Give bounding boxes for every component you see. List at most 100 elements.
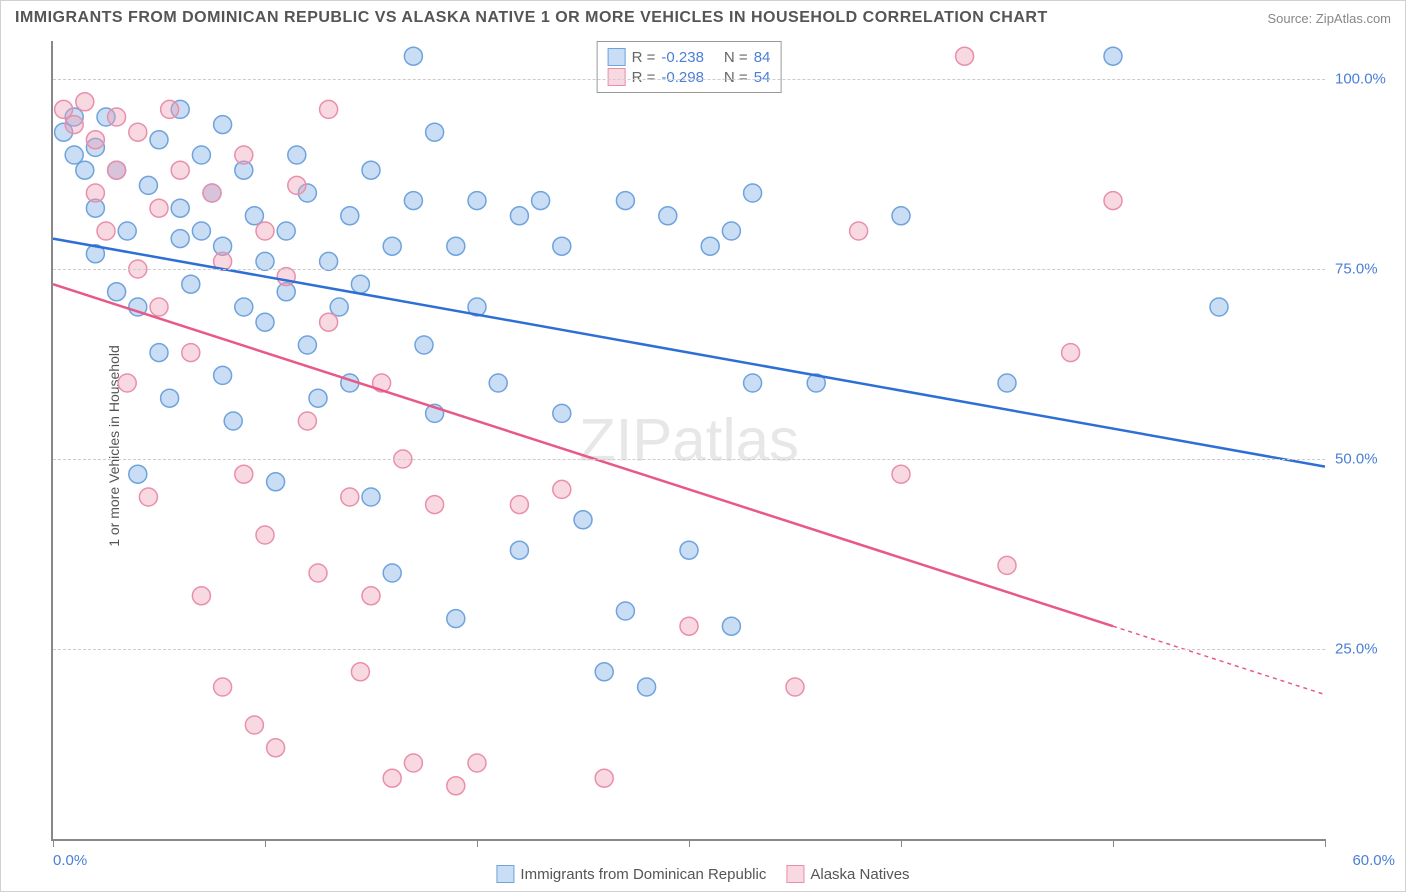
gridline-h: [53, 649, 1325, 650]
y-tick-label: 25.0%: [1335, 641, 1395, 658]
scatter-point: [65, 146, 83, 164]
scatter-point: [786, 678, 804, 696]
scatter-point: [298, 412, 316, 430]
scatter-point: [510, 541, 528, 559]
scatter-point: [108, 283, 126, 301]
swatch-series-1: [608, 68, 626, 86]
scatter-point: [426, 123, 444, 141]
swatch-series-0: [608, 48, 626, 66]
scatter-point: [203, 184, 221, 202]
scatter-point: [680, 617, 698, 635]
scatter-point: [118, 222, 136, 240]
stats-legend: R = -0.238 N = 84 R = -0.298 N = 54: [597, 41, 782, 93]
scatter-point: [330, 298, 348, 316]
scatter-point: [150, 344, 168, 362]
scatter-point: [362, 161, 380, 179]
r-value-1: -0.298: [661, 69, 704, 86]
scatter-point: [447, 237, 465, 255]
scatter-point: [320, 100, 338, 118]
chart-title: IMMIGRANTS FROM DOMINICAN REPUBLIC VS AL…: [15, 9, 1048, 27]
scatter-point: [351, 275, 369, 293]
scatter-point: [383, 769, 401, 787]
x-tick: [901, 839, 902, 847]
scatter-point: [97, 222, 115, 240]
scatter-point: [553, 404, 571, 422]
legend-label-0: Immigrants from Dominican Republic: [520, 866, 766, 883]
scatter-point: [245, 207, 263, 225]
scatter-point: [86, 131, 104, 149]
scatter-point: [171, 230, 189, 248]
y-tick-label: 100.0%: [1335, 71, 1395, 88]
scatter-point: [595, 769, 613, 787]
legend-label-1: Alaska Natives: [810, 866, 909, 883]
x-tick-min: 0.0%: [53, 852, 87, 869]
scatter-point: [214, 366, 232, 384]
gridline-h: [53, 269, 1325, 270]
scatter-point: [86, 184, 104, 202]
scatter-point: [288, 146, 306, 164]
scatter-point: [553, 237, 571, 255]
scatter-point: [65, 116, 83, 134]
scatter-point: [309, 564, 327, 582]
n-label-0: N =: [724, 49, 748, 66]
scatter-point: [489, 374, 507, 392]
scatter-point: [171, 199, 189, 217]
scatter-point: [161, 389, 179, 407]
scatter-point: [1062, 344, 1080, 362]
gridline-h: [53, 459, 1325, 460]
scatter-point: [192, 222, 210, 240]
scatter-point: [214, 116, 232, 134]
scatter-point: [129, 123, 147, 141]
scatter-point: [595, 663, 613, 681]
scatter-point: [383, 564, 401, 582]
scatter-point: [235, 465, 253, 483]
scatter-point: [1210, 298, 1228, 316]
scatter-point: [235, 146, 253, 164]
legend-row-1: R = -0.298 N = 54: [608, 68, 771, 86]
gridline-h: [53, 79, 1325, 80]
y-tick-label: 50.0%: [1335, 451, 1395, 468]
scatter-point: [744, 374, 762, 392]
scatter-point: [956, 47, 974, 65]
scatter-point: [1104, 192, 1122, 210]
scatter-point: [150, 131, 168, 149]
scatter-point: [616, 602, 634, 620]
scatter-point: [277, 222, 295, 240]
scatter-point: [118, 374, 136, 392]
scatter-point: [892, 207, 910, 225]
scatter-point: [129, 465, 147, 483]
x-tick: [689, 839, 690, 847]
scatter-point: [192, 146, 210, 164]
chart-container: IMMIGRANTS FROM DOMINICAN REPUBLIC VS AL…: [0, 0, 1406, 892]
scatter-point: [998, 556, 1016, 574]
scatter-point: [256, 526, 274, 544]
scatter-point: [161, 100, 179, 118]
plot-area: ZIPatlas R = -0.238 N = 84 R = -0.298 N …: [51, 41, 1325, 841]
scatter-point: [892, 465, 910, 483]
scatter-point: [309, 389, 327, 407]
scatter-point: [468, 192, 486, 210]
scatter-point: [192, 587, 210, 605]
scatter-point: [256, 222, 274, 240]
scatter-point: [171, 161, 189, 179]
swatch-bottom-1: [786, 865, 804, 883]
scatter-point: [256, 313, 274, 331]
scatter-point: [468, 754, 486, 772]
scatter-point: [235, 298, 253, 316]
n-value-0: 84: [754, 49, 771, 66]
plot-svg: [53, 41, 1325, 839]
x-tick-max: 60.0%: [1352, 852, 1395, 869]
scatter-point: [108, 108, 126, 126]
scatter-point: [447, 610, 465, 628]
scatter-point: [404, 754, 422, 772]
bottom-legend: Immigrants from Dominican Republic Alask…: [496, 865, 909, 883]
trend-line: [53, 284, 1113, 626]
scatter-point: [341, 488, 359, 506]
scatter-point: [245, 716, 263, 734]
scatter-point: [701, 237, 719, 255]
r-label-1: R =: [632, 69, 656, 86]
scatter-point: [553, 480, 571, 498]
legend-item-0: Immigrants from Dominican Republic: [496, 865, 766, 883]
scatter-point: [722, 222, 740, 240]
scatter-point: [426, 496, 444, 514]
